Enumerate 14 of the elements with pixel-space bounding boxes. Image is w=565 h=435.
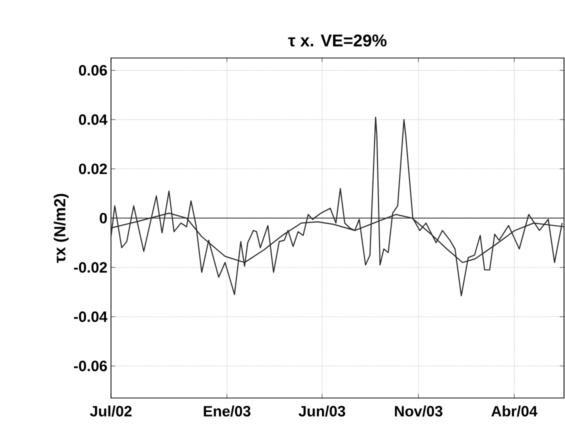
x-tick-label: Jul/02: [90, 406, 132, 417]
y-tick-label: 0.06: [78, 65, 107, 76]
y-tick-label: -0.04: [74, 311, 108, 322]
x-tick-label: Abr/04: [491, 406, 538, 417]
y-axis-title: τx (N/m2): [54, 194, 69, 263]
y-tick-label: -0.02: [74, 262, 107, 273]
chart-title: τ x. VE=29%: [288, 34, 387, 46]
y-tick-label: -0.06: [74, 360, 107, 372]
y-tick-label: 0.04: [78, 114, 108, 125]
y-tick-label: 0.02: [78, 164, 107, 174]
x-tick-label: Nov/03: [394, 406, 442, 417]
y-tick-label: 0: [100, 212, 107, 224]
x-tick-label: Jun/03: [298, 406, 346, 417]
x-tick-label: Ene/03: [204, 406, 250, 417]
